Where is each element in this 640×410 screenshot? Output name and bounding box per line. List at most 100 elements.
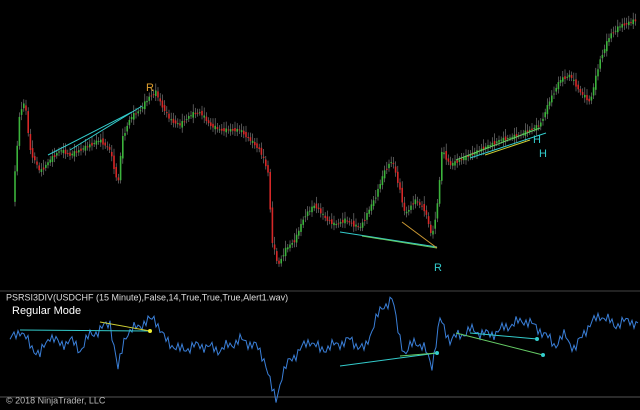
candle-body bbox=[570, 74, 573, 78]
candle-body bbox=[377, 188, 379, 197]
divergence-line bbox=[69, 105, 143, 151]
candle-body bbox=[45, 164, 47, 168]
candle-body bbox=[34, 156, 36, 161]
signal-label: H bbox=[539, 148, 547, 160]
candle-body bbox=[106, 146, 109, 148]
candle-body bbox=[141, 106, 144, 109]
candle-body bbox=[575, 79, 577, 87]
candle-body bbox=[381, 176, 384, 186]
candle-body bbox=[489, 145, 491, 147]
candle-body bbox=[223, 128, 225, 132]
candle-body bbox=[509, 137, 511, 139]
candle-body bbox=[372, 200, 375, 206]
candle-body bbox=[493, 140, 496, 145]
candle-body bbox=[243, 130, 245, 135]
candle-body bbox=[205, 116, 208, 121]
candle-body bbox=[271, 207, 274, 243]
candle-body bbox=[487, 145, 489, 149]
candle-body bbox=[606, 41, 608, 52]
candle-body bbox=[610, 33, 612, 39]
candle-body bbox=[56, 153, 58, 156]
candle-body bbox=[49, 159, 51, 163]
candle-body bbox=[438, 180, 441, 204]
candle-body bbox=[511, 136, 513, 138]
candle-body bbox=[463, 157, 465, 161]
candle-body bbox=[38, 165, 40, 171]
candle-body bbox=[27, 111, 29, 134]
candle-body bbox=[491, 142, 494, 147]
candle-body bbox=[456, 160, 458, 163]
candle-body bbox=[485, 146, 487, 149]
candle-body bbox=[14, 171, 16, 202]
candle-body bbox=[282, 255, 285, 257]
candle-body bbox=[482, 146, 485, 150]
candle-body bbox=[60, 150, 62, 152]
candle-body bbox=[58, 151, 60, 153]
candle-body bbox=[240, 130, 243, 133]
candle-body bbox=[201, 110, 203, 116]
candle-body bbox=[427, 216, 430, 225]
candle-body bbox=[309, 210, 311, 212]
candle-body bbox=[229, 129, 232, 132]
candle-body bbox=[25, 105, 27, 111]
candle-body bbox=[42, 167, 45, 170]
candle-body bbox=[117, 177, 120, 181]
candle-body bbox=[166, 112, 168, 114]
candle-body bbox=[280, 258, 282, 264]
candle-body bbox=[370, 204, 373, 211]
candle-body bbox=[62, 150, 65, 154]
candle-body bbox=[531, 128, 533, 131]
candle-body bbox=[260, 147, 263, 155]
candle-body bbox=[122, 135, 124, 159]
candle-body bbox=[258, 147, 260, 149]
candle-body bbox=[128, 119, 131, 126]
candle-body bbox=[449, 161, 452, 166]
candle-body bbox=[108, 147, 111, 150]
candle-body bbox=[31, 148, 34, 158]
candle-body bbox=[423, 204, 425, 212]
candle-body bbox=[203, 115, 205, 118]
candle-body bbox=[608, 38, 610, 43]
candle-body bbox=[592, 87, 595, 96]
candle-body bbox=[507, 137, 509, 139]
candle-body bbox=[124, 133, 126, 136]
candle-body bbox=[342, 219, 344, 223]
candle-body bbox=[346, 220, 348, 222]
divergence-line bbox=[469, 332, 538, 340]
candle-body bbox=[500, 139, 502, 141]
candle-body bbox=[331, 219, 333, 225]
candle-body bbox=[251, 140, 254, 144]
candle-body bbox=[210, 122, 212, 126]
candle-body bbox=[84, 145, 87, 151]
candle-body bbox=[496, 141, 498, 143]
candle-body bbox=[526, 130, 529, 133]
candle-body bbox=[207, 120, 210, 124]
candle-body bbox=[502, 137, 505, 142]
candle-body bbox=[551, 95, 553, 103]
candle-body bbox=[155, 90, 157, 97]
candle-body bbox=[364, 219, 366, 221]
candle-body bbox=[394, 166, 397, 173]
candle-body bbox=[20, 109, 23, 115]
candle-body bbox=[432, 230, 434, 235]
candle-body bbox=[529, 129, 531, 132]
divergence-line bbox=[99, 321, 151, 332]
candle-body bbox=[612, 32, 615, 34]
divergence-dot bbox=[541, 353, 545, 357]
candle-body bbox=[104, 142, 106, 146]
candle-body bbox=[379, 183, 381, 189]
candle-body bbox=[177, 123, 179, 125]
divergence-dot bbox=[435, 351, 439, 355]
candle-body bbox=[265, 159, 267, 167]
candle-body bbox=[359, 226, 362, 228]
candle-body bbox=[190, 115, 192, 117]
candle-body bbox=[416, 201, 419, 203]
signal-label: R bbox=[146, 82, 154, 94]
indicator-line bbox=[9, 296, 639, 403]
candle-body bbox=[293, 240, 296, 243]
candle-body bbox=[287, 247, 289, 250]
candle-body bbox=[625, 23, 628, 25]
candle-body bbox=[71, 153, 73, 156]
candle-body bbox=[150, 95, 153, 97]
